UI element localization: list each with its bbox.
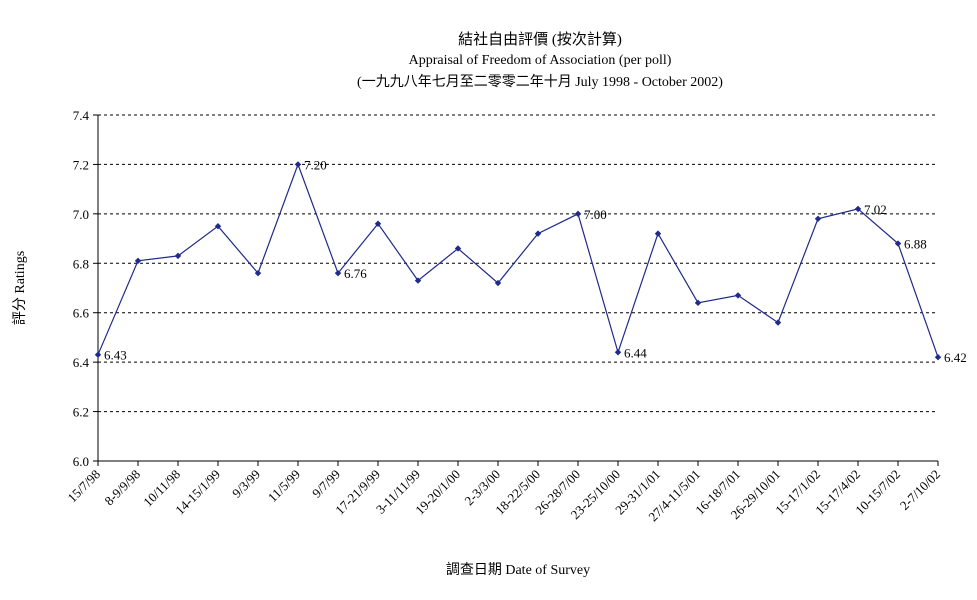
- data-point: [614, 349, 622, 356]
- x-tick-label: 2-7/10/02: [897, 467, 943, 513]
- data-point: [134, 257, 142, 265]
- data-label: 7.00: [584, 207, 607, 222]
- x-tick-label: 9/3/99: [229, 467, 263, 501]
- data-point: [694, 299, 702, 307]
- data-point: [174, 252, 182, 260]
- chart-subtitle: Appraisal of Freedom of Association (per…: [409, 53, 672, 68]
- y-tick-label: 6.8: [73, 256, 89, 271]
- data-point: [774, 319, 782, 326]
- data-point: [414, 277, 422, 284]
- data-point: [574, 210, 582, 218]
- y-tick-label: 6.4: [73, 355, 90, 370]
- label-layer: 6.43 7.20 6.76 7.00 6.44 7.02 6.88 6.42: [104, 157, 967, 365]
- data-label: 6.76: [344, 266, 367, 281]
- y-tick-label: 6.0: [73, 454, 89, 469]
- data-point: [814, 215, 822, 222]
- data-point: [94, 351, 102, 358]
- axis-layer: 6.0 6.2 6.4 6.6 6.8 7.0 7.2 7.4 15/7/988-9/9/98 1…: [64, 108, 943, 524]
- x-tick-label: 11/5/99: [265, 467, 303, 505]
- data-point: [334, 269, 342, 277]
- data-label: 6.88: [904, 237, 927, 252]
- x-tick-label: 8-9/9/98: [101, 467, 143, 509]
- x-tick-label: 15/7/98: [64, 467, 103, 506]
- y-axis-label: 評分 Ratings: [12, 251, 28, 325]
- data-point: [454, 245, 462, 252]
- data-point: [374, 220, 382, 227]
- y-tick-label: 7.4: [73, 108, 90, 123]
- data-point: [654, 230, 662, 237]
- series-layer: [94, 161, 942, 361]
- data-label: 6.43: [104, 348, 127, 363]
- data-point: [854, 205, 862, 213]
- y-tick-label: 6.2: [73, 405, 89, 420]
- y-tick-label: 6.6: [73, 306, 90, 321]
- series-line: [97, 162, 939, 358]
- data-point: [254, 269, 262, 277]
- data-point: [894, 240, 902, 247]
- y-tick-label: 7.0: [73, 207, 89, 222]
- chart-subtitle-2: (一九九八年七月至二零零二年十月 July 1998 - October 200…: [357, 74, 723, 90]
- chart-title: 結社自由評價 (按次計算): [458, 30, 622, 48]
- y-tick-label: 7.2: [73, 157, 89, 172]
- data-label: 7.02: [864, 202, 887, 217]
- data-point: [494, 279, 502, 287]
- data-point: [734, 292, 742, 299]
- x-axis-label: 調查日期 Date of Survey: [446, 562, 590, 578]
- grid-layer: [98, 114, 938, 413]
- data-label: 7.20: [304, 157, 327, 172]
- data-label: 6.42: [944, 350, 967, 365]
- data-point: [214, 223, 222, 230]
- data-point: [294, 161, 302, 168]
- data-point: [534, 230, 542, 237]
- data-label: 6.44: [624, 345, 647, 360]
- x-tick-label: 9/7/99: [309, 467, 343, 501]
- data-point: [934, 354, 942, 361]
